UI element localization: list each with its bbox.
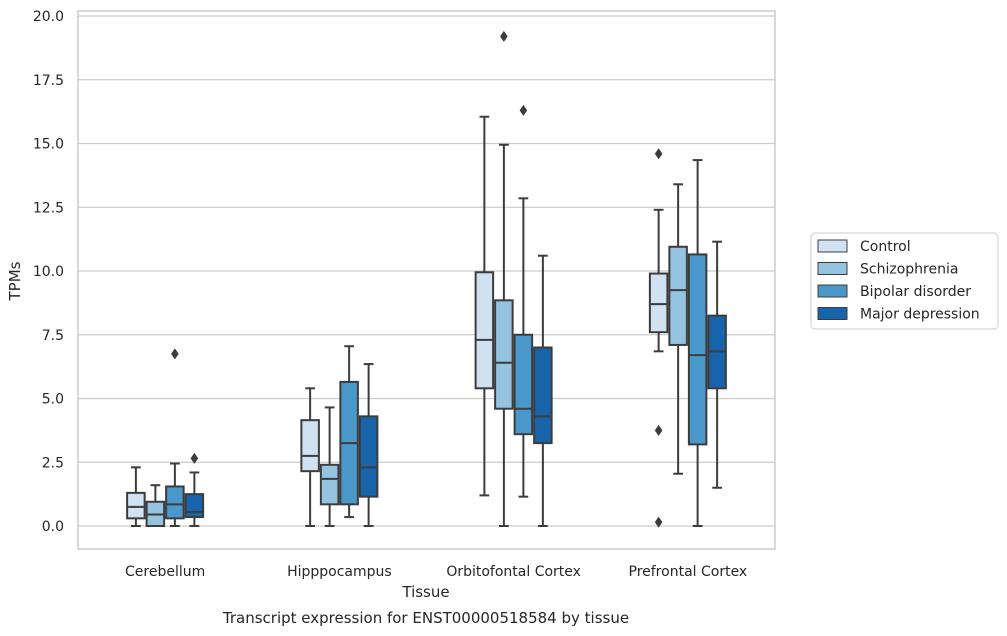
outlier-point (654, 424, 663, 436)
legend-swatch (817, 284, 848, 298)
box-iqr (300, 419, 320, 473)
box-1-1 (319, 406, 340, 527)
x-tick-label: Orbitofontal Cortex (446, 564, 581, 580)
box-3-1 (358, 363, 379, 527)
y-tick-label: 20.0 (33, 9, 64, 25)
y-tick-label: 5.0 (42, 392, 64, 408)
box-0-2 (474, 115, 495, 497)
x-tick-label: Hipppocampus (287, 564, 392, 580)
outlier-point (654, 148, 663, 160)
box-1-2 (494, 30, 514, 527)
y-tick-label: 2.5 (42, 455, 64, 471)
x-tick-labels: Cerebellum Hipppocampus Orbitofontal Corte… (125, 564, 747, 580)
y-axis-label: TPMs (6, 261, 24, 301)
box-2-2 (513, 104, 534, 498)
box-iqr (319, 463, 340, 506)
box-iqr (494, 299, 514, 410)
box-1-0 (145, 484, 166, 527)
legend: Control Schizophrenia Bipolar disorder Majo… (810, 232, 999, 330)
legend-label: Schizophrenia (860, 262, 958, 278)
x-tick-label: Cerebellum (125, 564, 205, 580)
legend-label: Major depression (860, 307, 980, 323)
box-plots (126, 30, 727, 528)
box-iqr (668, 245, 688, 346)
box-iqr (165, 485, 185, 520)
legend-label: Control (860, 239, 911, 255)
y-tick-label: 12.5 (33, 200, 64, 216)
y-tick-labels: 0.0 2.5 5.0 7.5 10.0 12.5 15.0 17.5 20.0 (33, 9, 64, 535)
y-tick-label: 7.5 (42, 328, 64, 344)
box-2-1 (339, 345, 359, 519)
y-tick-label: 17.5 (33, 73, 64, 89)
outlier-point (500, 30, 508, 42)
box-2-3 (687, 159, 708, 527)
box-1-3 (668, 183, 688, 475)
box-iqr (513, 333, 534, 436)
box-iqr (533, 346, 553, 445)
box-0-3 (648, 148, 669, 528)
box-iqr (648, 272, 669, 334)
legend-swatch (817, 307, 848, 320)
box-2-0 (165, 348, 185, 527)
outlier-point (519, 104, 528, 116)
chart-title: Transcript expression for ENST0000051858… (222, 609, 629, 627)
legend-label: Bipolar disorder (860, 284, 971, 300)
box-0-1 (300, 387, 320, 527)
box-3-3 (707, 240, 727, 489)
y-tick-label: 0.0 (42, 519, 64, 535)
outlier-point (171, 348, 179, 360)
box-0-0 (126, 466, 146, 527)
y-tick-label: 10.0 (33, 264, 64, 280)
outlier-point (654, 516, 663, 528)
x-axis-label: Tissue (401, 583, 449, 601)
box-3-0 (184, 452, 205, 527)
plot-border (77, 10, 776, 550)
legend-swatch (817, 262, 848, 275)
legend-swatch (817, 239, 848, 253)
plot-frame (77, 10, 776, 550)
box-iqr (126, 491, 146, 520)
y-tick-label: 15.0 (33, 137, 64, 153)
box-iqr (184, 493, 205, 519)
legend-box (810, 232, 999, 330)
box-iqr (474, 271, 495, 390)
box-iqr (358, 415, 379, 498)
box-3-2 (533, 254, 553, 527)
outlier-point (190, 452, 199, 464)
x-tick-label: Prefrontal Cortex (629, 564, 748, 580)
box-iqr (687, 253, 708, 446)
